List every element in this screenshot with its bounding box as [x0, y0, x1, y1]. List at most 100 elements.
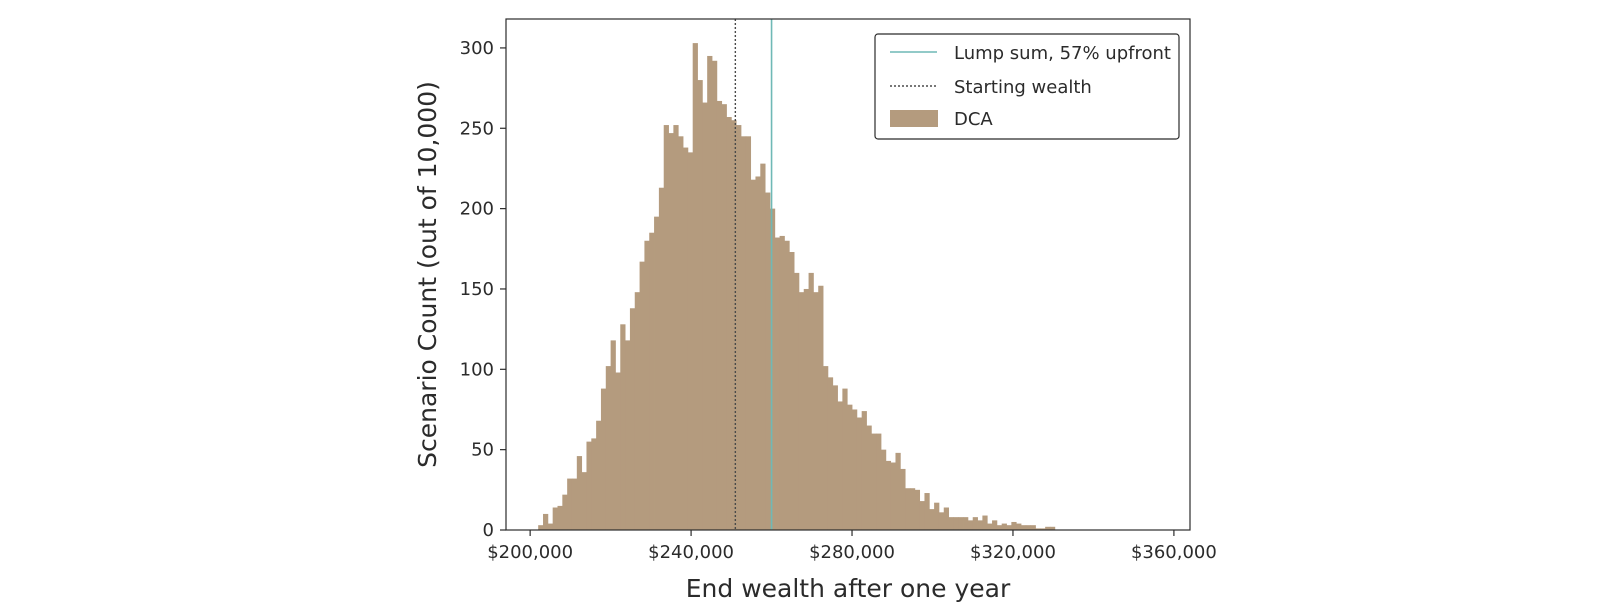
histogram-bar: [1040, 528, 1046, 530]
histogram-bar: [673, 125, 679, 530]
histogram-bar: [562, 494, 568, 530]
legend: Lump sum, 57% upfront Starting wealth DC…: [874, 33, 1180, 140]
histogram-bar: [943, 507, 949, 530]
histogram-bar: [600, 388, 607, 530]
histogram-bar: [1001, 523, 1007, 530]
histogram-bar: [731, 120, 737, 531]
histogram-bar: [929, 509, 935, 530]
histogram-bar: [654, 216, 660, 530]
y-tick-label: 50: [471, 440, 494, 461]
histogram-bar: [784, 240, 790, 531]
histogram-bar: [658, 187, 665, 530]
histogram-bar: [924, 493, 930, 530]
histogram-bar: [813, 292, 819, 530]
histogram-bar: [934, 502, 940, 530]
histogram-bar: [972, 517, 978, 530]
histogram-bar: [596, 420, 602, 530]
histogram-bar: [774, 237, 780, 530]
histogram-bar: [765, 192, 771, 530]
plot-frame: [505, 18, 1191, 531]
histogram-bar: [683, 147, 689, 530]
histogram-bar: [769, 208, 776, 531]
legend-box: [874, 33, 1180, 140]
histogram-bar: [996, 525, 1003, 530]
histogram-bar: [1006, 525, 1012, 530]
y-tick-label: 250: [460, 118, 494, 139]
histogram-bar: [861, 411, 867, 530]
histogram-bar: [1035, 528, 1041, 530]
histogram-bar: [552, 507, 558, 530]
histogram-bar: [938, 512, 945, 530]
histogram-bar: [586, 441, 592, 530]
x-tick-label: $240,000: [648, 542, 734, 563]
histogram-bar: [818, 285, 824, 530]
histogram-bar: [567, 478, 573, 530]
histogram-bar: [794, 272, 800, 530]
histogram-bar: [663, 125, 669, 530]
histogram-bar: [712, 60, 718, 530]
y-axis-title: Scenario Count (out of 10,000): [413, 81, 442, 468]
histogram-bar: [866, 425, 872, 530]
histogram-bar: [687, 152, 694, 530]
histogram-bar: [736, 125, 742, 530]
histogram-bar: [803, 288, 809, 530]
histogram-bar: [721, 104, 727, 531]
histogram-bar: [649, 232, 655, 530]
y-tick-label: 200: [460, 199, 494, 220]
x-tick-label: $280,000: [809, 542, 895, 563]
histogram-bar: [852, 409, 858, 530]
histogram-bar: [837, 401, 843, 530]
x-axis-ticks: $200,000 $240,000 $280,000 $320,000 $360,000: [487, 530, 1217, 563]
histogram-bar: [847, 404, 853, 530]
histogram-bar: [876, 433, 882, 530]
histogram-bar: [779, 235, 785, 530]
histogram-bar: [808, 272, 814, 530]
histogram-bar: [987, 523, 993, 530]
histogram-bar: [615, 372, 621, 530]
histogram-bar: [668, 133, 674, 531]
histogram-bar: [977, 520, 983, 530]
histogram-bar: [707, 55, 713, 531]
histogram-bar: [909, 488, 916, 530]
histogram-bar: [827, 377, 834, 530]
legend-dca-swatch: [890, 110, 938, 127]
histogram-bar: [871, 433, 877, 530]
histogram-bar: [1021, 525, 1027, 530]
histogram-bar: [832, 385, 838, 530]
legend-lump-sum-label: Lump sum, 57% upfront: [954, 43, 1171, 64]
histogram-bar: [547, 523, 554, 530]
histogram-bar: [890, 462, 896, 530]
y-tick-label: 300: [460, 38, 494, 59]
histogram-bar: [538, 525, 544, 530]
y-axis-ticks: 0 50 100 150 200 250 300: [460, 38, 506, 541]
histogram-bar: [1016, 523, 1022, 530]
histogram-bar: [1049, 526, 1056, 530]
y-tick-label: 150: [460, 279, 494, 300]
histogram-bar: [914, 489, 921, 530]
x-tick-label: $200,000: [487, 542, 573, 563]
histogram-bar: [716, 100, 723, 531]
histogram-bar: [905, 488, 911, 530]
histogram-bar: [678, 136, 684, 530]
histogram-bar: [726, 117, 732, 531]
histogram-bar: [948, 517, 954, 530]
histogram-bar: [755, 176, 761, 531]
histogram-bar: [992, 520, 998, 530]
histogram-bar: [576, 456, 583, 530]
legend-starting-wealth-label: Starting wealth: [954, 77, 1092, 98]
histogram-bar: [842, 388, 848, 530]
histogram-bar: [697, 80, 703, 530]
histogram-bar: [1045, 526, 1051, 530]
histogram-bar: [750, 179, 756, 530]
y-tick-label: 100: [460, 359, 494, 380]
histogram-bar: [789, 252, 795, 530]
histogram-bars: [538, 43, 1056, 531]
histogram-bar: [885, 460, 892, 530]
histogram-bar: [625, 340, 631, 530]
legend-dca-label: DCA: [954, 109, 993, 130]
histogram-bar: [919, 501, 925, 530]
histogram-bar: [605, 366, 612, 530]
histogram-bar: [692, 43, 698, 531]
histogram-bar: [629, 308, 636, 530]
